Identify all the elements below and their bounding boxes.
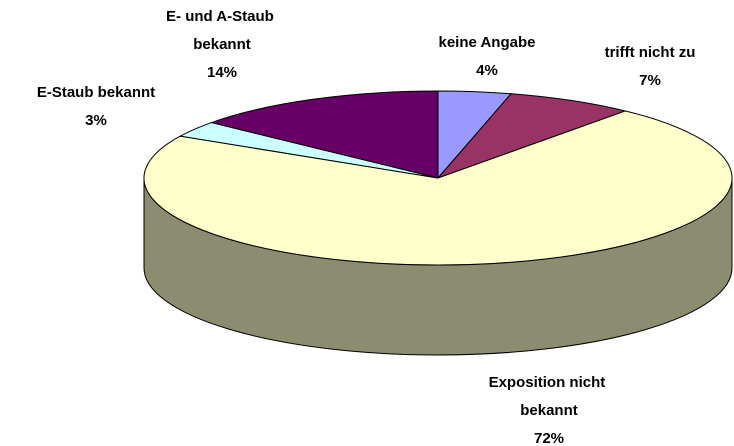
- slice-label: E- und A-Staub bekannt: [166, 8, 278, 53]
- value-label: 7%: [639, 72, 661, 89]
- slice-label: trifft nicht zu: [605, 44, 696, 61]
- value-label: 14%: [207, 64, 237, 81]
- pie-slice: [143, 110, 733, 266]
- slice-label: E-Staub bekannt: [37, 84, 155, 101]
- slice-label: Exposition nicht bekannt: [489, 374, 610, 419]
- pie-slice: [436, 93, 628, 180]
- value-label: 72%: [534, 430, 564, 446]
- pie-slice: [209, 90, 439, 179]
- value-label: 3%: [85, 112, 107, 129]
- slice-label: keine Angabe: [439, 34, 536, 51]
- value-label: 4%: [476, 62, 498, 79]
